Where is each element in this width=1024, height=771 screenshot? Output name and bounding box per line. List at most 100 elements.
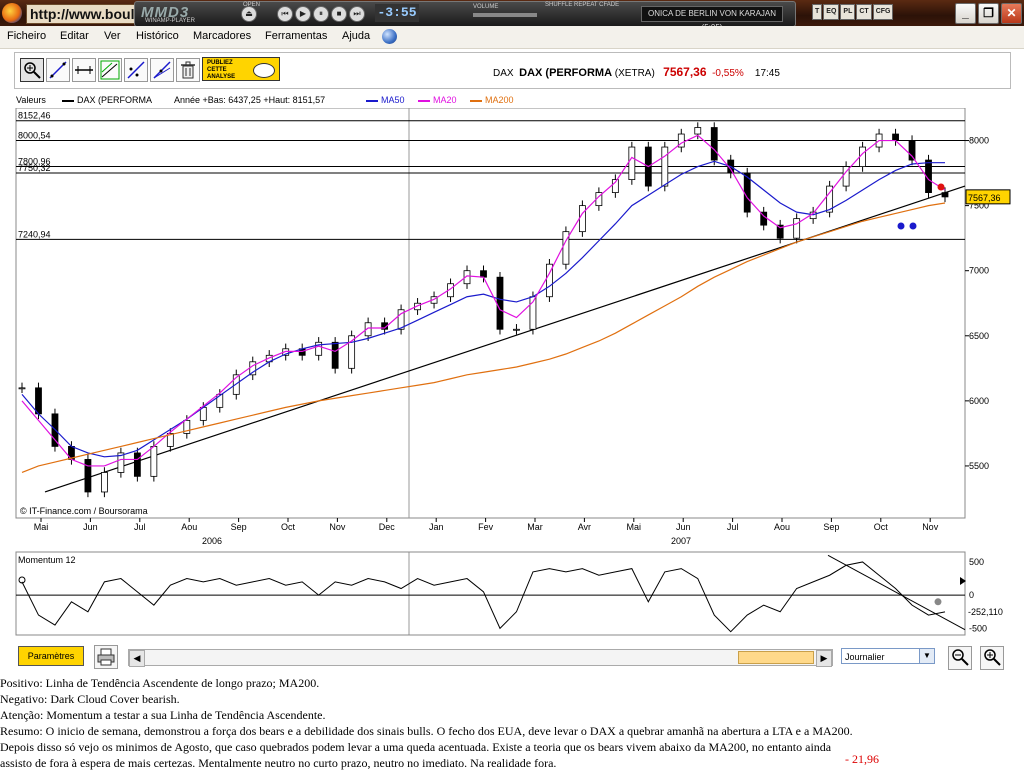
title-bar: http://www.boul MMD3 WINAMP-PLAYER OPEN …	[0, 0, 1024, 32]
player-ct-button[interactable]: CT	[856, 4, 872, 20]
chart-scrollbar[interactable]: ◀ ▶	[128, 649, 833, 667]
momentum-tick-label: 500	[969, 557, 984, 567]
legend-ma200-label: MA200	[485, 95, 514, 105]
candle	[793, 218, 801, 239]
red-marker-icon	[937, 183, 945, 191]
quote-exchange: (XETRA)	[614, 68, 655, 79]
momentum-trendline	[827, 554, 966, 631]
candle	[18, 387, 26, 390]
trash-icon[interactable]	[176, 58, 200, 82]
level-label: 7750,32	[18, 163, 51, 173]
chevron-down-icon[interactable]: ▼	[919, 649, 934, 663]
candle	[578, 205, 586, 233]
candle	[35, 387, 42, 415]
url-field[interactable]: http://www.boul	[26, 4, 135, 24]
trendline-tool-icon[interactable]	[46, 58, 70, 82]
next-button[interactable]: ⏭	[349, 6, 365, 22]
legend-series: DAX (PERFORMA	[62, 95, 152, 105]
legend-stats: Année +Bas: 6437,25 +Haut: 8151,57	[174, 95, 326, 105]
menu-ver[interactable]: Ver	[104, 30, 121, 42]
menu-historico[interactable]: Histórico	[136, 30, 179, 42]
momentum-start-icon	[18, 576, 26, 584]
analysis-attention: Atenção: Momentum a testar a sua Linha d…	[0, 708, 326, 722]
player-logo: MMD3	[141, 4, 190, 21]
ma50-line	[21, 160, 945, 458]
menu-ferramentas[interactable]: Ferramentas	[265, 30, 328, 42]
last-price-tag	[965, 189, 1011, 205]
scroll-left-icon[interactable]: ◀	[129, 650, 145, 667]
scroll-right-icon[interactable]: ▶	[816, 650, 832, 667]
blue-marker-icon	[897, 222, 905, 230]
prev-button[interactable]: ⏮	[277, 6, 293, 22]
y-tick-label: 6000	[969, 396, 989, 406]
speech-bubble-icon	[253, 63, 275, 78]
menu-ajuda[interactable]: Ajuda	[342, 30, 371, 42]
candle	[892, 133, 899, 141]
x-tick-label: Nov	[922, 522, 939, 532]
parametres-button[interactable]: Paramètres	[18, 646, 84, 666]
quote-price: 7567,36	[663, 65, 707, 79]
zoom-in-icon[interactable]	[980, 646, 1004, 670]
player-eq-button[interactable]: EQ	[823, 4, 840, 20]
fibonacci-tool-icon[interactable]	[124, 58, 148, 82]
period-select[interactable]: Journalier ▼	[841, 648, 935, 664]
close-button[interactable]: ✕	[1001, 3, 1022, 24]
pause-button[interactable]: ⏸	[313, 6, 329, 22]
price-series	[18, 122, 949, 498]
candle	[166, 432, 174, 447]
analysis-negative: Negativo: Dark Cloud Cover bearish.	[0, 692, 180, 706]
channel-tool-icon[interactable]	[98, 58, 122, 82]
quote-symbol: DAX	[493, 68, 514, 79]
x-tick-label: Jun	[676, 522, 691, 532]
restore-button[interactable]: ❐	[978, 3, 999, 24]
volume-slider[interactable]	[473, 13, 537, 17]
menu-marcadores[interactable]: Marcadores	[193, 30, 252, 42]
play-button[interactable]: ▶	[295, 6, 311, 22]
zoom-out-icon[interactable]	[948, 646, 972, 670]
player-pl-button[interactable]: PL	[840, 4, 856, 20]
candle	[546, 263, 553, 298]
candle	[117, 452, 125, 473]
print-icon[interactable]	[94, 645, 118, 669]
momentum-tick-label: -500	[969, 623, 987, 633]
legend-ma20-label: MA20	[433, 95, 457, 105]
publiez-analyse-button[interactable]: PUBLIEZ CETTE ANALYSE	[202, 57, 280, 81]
level-label: 7240,94	[18, 229, 51, 239]
menu-ficheiro[interactable]: Ficheiro	[7, 30, 47, 42]
player-cfg-button[interactable]: CFG	[872, 4, 894, 20]
ma20-line	[21, 134, 946, 467]
x-tick-label: Jul	[727, 522, 739, 532]
candle	[859, 146, 866, 167]
zoom-tool-icon[interactable]	[20, 58, 44, 82]
legend-ma200: MA200	[470, 95, 514, 105]
momentum-chart[interactable]: Momentum 12 500 0 -500 -252,110	[0, 550, 1024, 640]
candle	[941, 192, 949, 198]
player-t-button[interactable]: T	[812, 4, 823, 20]
horizontal-line-tool-icon[interactable]	[72, 58, 96, 82]
player-time: -3:55	[375, 4, 419, 22]
globe-icon[interactable]	[382, 29, 397, 44]
menu-editar[interactable]: Editar	[60, 30, 89, 42]
fan-tool-icon[interactable]	[150, 58, 174, 82]
legend-ma50-label: MA50	[381, 95, 405, 105]
candle	[776, 224, 784, 239]
analysis-summary-2: Depois disso só vejo os minimos de Agost…	[0, 740, 832, 754]
level-label: 8000,54	[18, 130, 51, 140]
ma200-line	[21, 202, 946, 474]
minimize-button[interactable]: _	[955, 3, 976, 24]
x-tick-label: Dec	[379, 522, 396, 532]
menu-bar: Ficheiro Editar Ver Histórico Marcadores…	[0, 26, 1024, 49]
level-label: 7800,96	[18, 156, 51, 166]
chart-annotations: 7567,36	[897, 183, 1011, 230]
momentum-arrow-icon	[960, 577, 966, 585]
shuffle-label: SHUFFLE REPEAT CFADE	[545, 2, 620, 8]
momentum-title: Momentum 12	[18, 555, 76, 565]
momentum-tick-label: 0	[969, 590, 974, 600]
window-controls: _ ❐ ✕	[953, 3, 1022, 24]
stop-button[interactable]: ■	[331, 6, 347, 22]
candle	[216, 393, 224, 408]
scroll-thumb[interactable]	[738, 651, 814, 664]
eject-button[interactable]: ⏏	[241, 6, 257, 22]
legend-ma50: MA50	[366, 95, 405, 105]
